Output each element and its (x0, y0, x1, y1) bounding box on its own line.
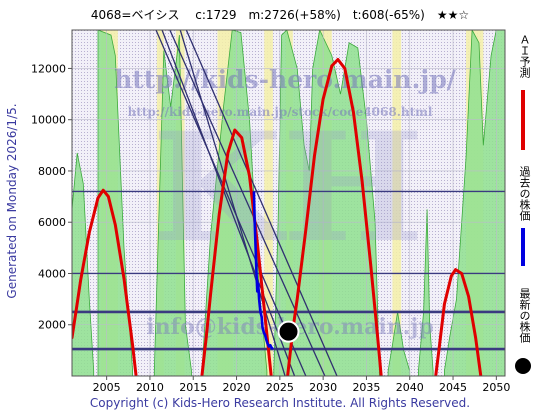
y-tick-label-4: 10000 (31, 114, 66, 127)
yellow-band-4 (264, 30, 273, 376)
legend-latest-price-label: 最新の株価 (518, 288, 531, 343)
legend-past-price: 過去の株価 (512, 166, 536, 266)
y-tick-label-0: 2000 (38, 319, 66, 332)
x-tick-label-0: 2005 (93, 381, 121, 394)
x-tick-label-8: 2045 (439, 381, 467, 394)
trend-line-1 (161, 30, 296, 376)
watermark-url-page: http://kids-hero.main.jp/stock/code4068.… (128, 105, 433, 119)
forecast-segment-0 (72, 188, 138, 376)
legend-past-price-label: 過去の株価 (518, 166, 531, 221)
x-tick-label-2: 2015 (179, 381, 207, 394)
x-tick-label-7: 2040 (396, 381, 424, 394)
forecast-segment-1 (200, 128, 273, 376)
past-price-series (252, 191, 274, 351)
x-axis-ticks: 2005 2010 2015 2020 2025 2030 2035 2040 2045 2050 (93, 376, 510, 394)
legend-past-price-swatch (521, 228, 525, 266)
x-tick-label-5: 2030 (309, 381, 337, 394)
y-axis-ticks: 2000 4000 6000 8000 10000 12000 (31, 62, 72, 332)
legend-latest-price-swatch (515, 358, 531, 374)
trend-line-3 (185, 30, 338, 376)
x-tick-label-1: 2010 (136, 381, 164, 394)
green-band-6 (417, 209, 434, 376)
trend-lines (155, 30, 338, 376)
trend-line-0 (155, 30, 307, 376)
chart-title: 4068=ベイシス c:1729 m:2726(+58%) t:608(-65%… (90, 8, 470, 22)
watermark-logo-text: KH (152, 100, 424, 276)
green-band-3 (201, 30, 268, 376)
latest-price-marker-group (277, 320, 300, 343)
watermark-url-main: http://kids-hero.main.jp/ (114, 65, 457, 94)
watermark: KH http://kids-hero.main.jp/ http://kids… (114, 65, 457, 340)
y-tick-label-5: 12000 (31, 62, 66, 75)
x-tick-label-4: 2025 (266, 381, 294, 394)
forecast-segment-2 (286, 58, 383, 376)
yellow-band-7 (392, 30, 402, 376)
green-band-2 (153, 35, 192, 376)
y-tick-label-3: 8000 (38, 165, 66, 178)
forecast-segment-3 (434, 268, 483, 376)
copyright-text: Copyright (c) Kids-Hero Research Institu… (89, 396, 471, 410)
y-tick-label-2: 6000 (38, 216, 66, 229)
trend-line-2 (169, 30, 326, 376)
legend-latest-price: 最新の株価 (512, 288, 536, 378)
plot-frame (71, 29, 506, 377)
x-tick-label-6: 2035 (352, 381, 380, 394)
y-tick-label-1: 4000 (38, 267, 66, 280)
x-tick-label-3: 2020 (223, 381, 251, 394)
horizontal-levels (72, 190, 505, 351)
latest-price-marker (277, 320, 300, 343)
legend-ai-forecast: ＡＩ予測 (512, 34, 536, 150)
past-price-line (252, 191, 274, 351)
x-tick-label-9: 2050 (482, 381, 510, 394)
legend-ai-forecast-swatch (521, 90, 525, 150)
legend-ai-forecast-label: ＡＩ予測 (518, 34, 531, 78)
trend-line-4 (179, 30, 286, 376)
ai-forecast-series (72, 58, 483, 376)
green-band-7 (443, 30, 505, 376)
